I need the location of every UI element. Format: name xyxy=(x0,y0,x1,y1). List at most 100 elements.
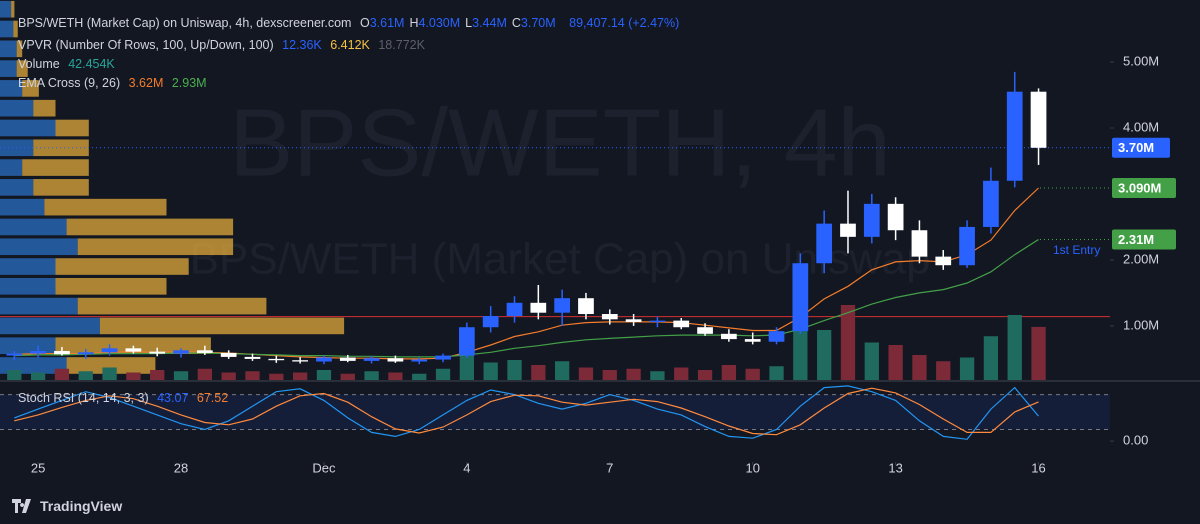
legend-value: 12.36K xyxy=(282,38,322,52)
profile-up xyxy=(0,337,56,355)
profile-up xyxy=(0,60,17,77)
volume-bar xyxy=(817,330,832,380)
profile-down xyxy=(55,119,89,137)
volume-bar xyxy=(126,372,141,380)
header: BPS/WETH (Market Cap) on Uniswap, 4h, de… xyxy=(18,16,684,30)
profile-down xyxy=(99,317,345,335)
profile-down xyxy=(44,198,167,216)
candle-body xyxy=(1006,91,1023,181)
volume-bar xyxy=(555,361,570,380)
price-tag-label: 3.090M xyxy=(1118,180,1161,195)
candle-body xyxy=(840,223,856,237)
volume-bar xyxy=(150,370,165,380)
volume-bar xyxy=(745,368,760,380)
profile-up xyxy=(0,317,100,335)
volume-bar xyxy=(78,371,93,380)
profile-up xyxy=(0,198,45,216)
candle-body xyxy=(268,358,285,361)
profile-down xyxy=(22,159,89,176)
candle-body xyxy=(411,359,428,362)
volume-bar xyxy=(531,365,546,380)
candle-body xyxy=(30,350,46,354)
x-tick-label: 16 xyxy=(1031,460,1045,475)
legend-name: VPVR (Number Of Rows, 100, Up/Down, 100) xyxy=(18,38,274,52)
volume-bar xyxy=(936,361,951,380)
profile-up xyxy=(0,258,56,275)
profile-down xyxy=(55,258,189,275)
volume-bar xyxy=(459,352,475,380)
volume-bar xyxy=(1007,315,1022,380)
volume-bar xyxy=(602,370,617,380)
legend-name: Stoch RSI (14, 14, 3, 3) xyxy=(18,391,149,405)
candle-body xyxy=(697,327,713,334)
candle-body xyxy=(649,320,666,322)
volume-bar xyxy=(674,367,689,380)
candle-body xyxy=(316,357,332,362)
x-tick-label: 25 xyxy=(31,460,45,475)
volume-bar xyxy=(697,370,713,380)
annotation: 1st Entry xyxy=(1053,243,1100,257)
y-tick-label: 0.00 xyxy=(1123,433,1148,448)
volume-bar xyxy=(626,368,641,380)
profile-down xyxy=(13,20,18,38)
candle-body xyxy=(482,316,499,328)
candle-body xyxy=(339,357,356,361)
volume-bar xyxy=(316,370,332,380)
candle-body xyxy=(77,352,94,355)
legend-value: 3.62M xyxy=(128,76,164,90)
legend-volume: Volume 42.454K xyxy=(18,57,120,71)
candle-body xyxy=(625,319,642,322)
candle-body xyxy=(744,339,761,342)
volume-bar xyxy=(483,362,498,380)
volume-bar xyxy=(912,355,927,380)
candle-body xyxy=(816,223,833,264)
profile-up xyxy=(0,297,78,315)
profile-up xyxy=(0,80,23,97)
candle-body xyxy=(149,351,166,354)
footer: TradingView xyxy=(0,488,1200,524)
symbol-title: BPS/WETH (Market Cap) on Uniswap, 4h, de… xyxy=(18,16,352,30)
price-tag xyxy=(1112,229,1176,250)
volume-bar xyxy=(245,371,260,380)
candle-body xyxy=(792,263,809,332)
ohlc-key: O xyxy=(359,16,370,30)
volume-bar xyxy=(388,372,403,380)
candle-body xyxy=(768,331,785,342)
volume-bar xyxy=(364,371,379,380)
ohlc-value: 3.44M xyxy=(472,16,507,30)
profile-up xyxy=(0,218,67,236)
profile-up xyxy=(0,20,14,38)
profile-up xyxy=(0,99,34,117)
candle-body xyxy=(721,333,737,340)
candle-body xyxy=(863,203,880,237)
candle-body xyxy=(6,353,23,356)
candle-body xyxy=(959,226,975,266)
candle-body xyxy=(54,350,70,355)
y-tick-label: 2.00M xyxy=(1123,251,1159,266)
volume-bar xyxy=(197,368,212,380)
volume-bar xyxy=(650,371,665,380)
candle-body xyxy=(887,203,904,231)
rsi-line xyxy=(14,385,1039,440)
x-tick-label: 4 xyxy=(463,460,470,475)
profile-down xyxy=(33,139,89,157)
candle-body xyxy=(554,298,571,313)
x-tick-label: 28 xyxy=(174,460,188,475)
profile-up xyxy=(0,357,67,374)
x-tick-label: Dec xyxy=(312,460,336,475)
profile-down xyxy=(22,80,39,97)
volume-bar xyxy=(507,360,522,380)
profile-down xyxy=(33,99,56,117)
profile-down xyxy=(16,40,23,58)
legend-name: Volume xyxy=(18,57,60,71)
profile-up xyxy=(0,238,78,256)
candle-body xyxy=(387,358,404,362)
candle-body xyxy=(244,356,261,359)
volume-bar xyxy=(292,372,308,380)
profile-up xyxy=(0,40,17,58)
y-tick-label: 1.00M xyxy=(1123,317,1159,332)
volume-bar xyxy=(340,373,355,380)
candle-body xyxy=(1030,91,1047,148)
price-tag-label: 2.31M xyxy=(1118,232,1154,247)
legend-value: 43.07 xyxy=(157,391,189,405)
